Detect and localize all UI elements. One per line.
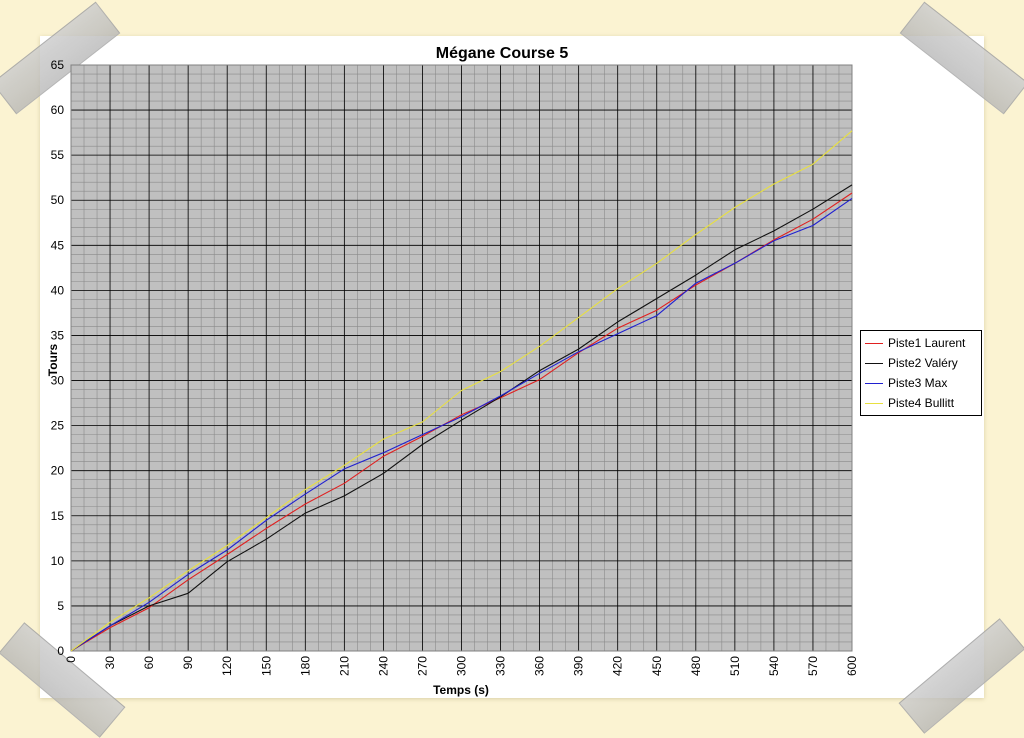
- legend-item: Piste1 Laurent: [865, 333, 981, 353]
- y-tick-label: 15: [51, 509, 65, 523]
- x-tick-label: 360: [533, 656, 547, 676]
- legend-item: Piste3 Max: [865, 373, 981, 393]
- series-line: [70, 197, 853, 652]
- y-tick-label: 60: [51, 103, 65, 117]
- y-tick-labels: 0 5 10 15 20 25 30 35 40 45 50 55 60 65: [51, 58, 65, 658]
- y-tick-label: 30: [51, 374, 65, 388]
- x-tick-label: 90: [181, 656, 195, 670]
- x-tick-label: 120: [220, 656, 234, 676]
- legend: Piste1 Laurent Piste2 Valéry Piste3 Max …: [860, 330, 982, 416]
- x-tick-label: 150: [259, 656, 273, 676]
- legend-label: Piste4 Bullitt: [888, 396, 955, 410]
- legend-label: Piste3 Max: [888, 376, 948, 390]
- x-axis-label: Temps (s): [433, 683, 489, 697]
- y-tick-label: 20: [51, 464, 65, 478]
- x-tick-label: 240: [376, 656, 390, 676]
- x-tick-label: 30: [103, 656, 117, 670]
- y-tick-label: 35: [51, 328, 65, 342]
- plot-border: [70, 64, 853, 652]
- legend-label: Piste2 Valéry: [888, 356, 958, 370]
- x-tick-label: 600: [845, 656, 859, 676]
- x-tick-label: 480: [689, 656, 703, 676]
- y-tick-label: 25: [51, 419, 65, 433]
- y-tick-label: 65: [51, 58, 65, 72]
- x-tick-label: 0: [64, 656, 78, 663]
- legend-swatch: [865, 342, 883, 344]
- x-tick-label: 60: [142, 656, 156, 670]
- x-tick-label: 210: [337, 656, 351, 676]
- x-tick-label: 300: [455, 656, 469, 676]
- y-tick-label: 0: [57, 644, 64, 658]
- legend-item: Piste2 Valéry: [865, 353, 981, 373]
- x-tick-label: 180: [298, 656, 312, 676]
- series-line: [70, 184, 853, 652]
- x-tick-label: 570: [806, 656, 820, 676]
- y-tick-label: 10: [51, 554, 65, 568]
- y-tick-label: 55: [51, 148, 65, 162]
- legend-label: Piste1 Laurent: [888, 336, 966, 350]
- series-line: [70, 130, 853, 652]
- legend-swatch: [865, 362, 883, 364]
- x-tick-label: 270: [415, 656, 429, 676]
- legend-swatch: [865, 382, 883, 384]
- series-lines: [70, 130, 853, 652]
- x-tick-label: 540: [767, 656, 781, 676]
- x-tick-label: 420: [611, 656, 625, 676]
- y-tick-label: 5: [57, 599, 64, 613]
- y-tick-label: 40: [51, 283, 65, 297]
- y-tick-label: 45: [51, 238, 65, 252]
- major-grid: [70, 64, 853, 652]
- x-tick-label: 390: [572, 656, 586, 676]
- chart-title: Mégane Course 5: [436, 45, 569, 62]
- x-tick-labels: 0 30 60 90 120 150 180 210 240 270 300 330 360 390 420…: [64, 656, 859, 676]
- x-tick-label: 450: [650, 656, 664, 676]
- legend-item: Piste4 Bullitt: [865, 393, 981, 413]
- y-axis-label: Tours: [46, 343, 60, 376]
- legend-swatch: [865, 402, 883, 404]
- y-tick-label: 50: [51, 193, 65, 207]
- x-tick-label: 510: [728, 656, 742, 676]
- x-tick-label: 330: [494, 656, 508, 676]
